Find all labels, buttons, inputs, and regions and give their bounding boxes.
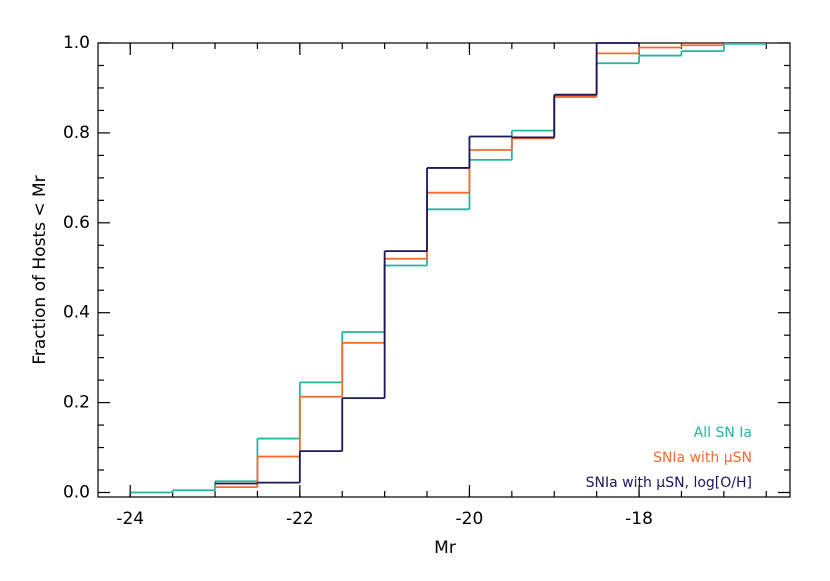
y-axis-label: Fraction of Hosts < Mr bbox=[30, 175, 50, 364]
legend-entry: SNIa with μSN, log[O/H] bbox=[586, 475, 752, 491]
x-tick-label: -18 bbox=[625, 509, 653, 529]
legend-entry: SNIa with μSN bbox=[653, 450, 752, 466]
legend-entry: All SN Ia bbox=[694, 425, 752, 441]
y-tick-label: 0.6 bbox=[63, 213, 90, 233]
y-tick-label: 0.4 bbox=[63, 303, 90, 323]
x-axis-label: Mr bbox=[434, 538, 456, 558]
y-tick-label: 0.0 bbox=[63, 483, 90, 503]
y-tick-label: 0.2 bbox=[63, 393, 90, 413]
x-tick-label: -20 bbox=[456, 509, 484, 529]
y-tick-label: 1.0 bbox=[63, 33, 90, 53]
plot-frame bbox=[97, 42, 791, 498]
x-tick-label: -24 bbox=[116, 509, 144, 529]
x-tick-label: -22 bbox=[286, 509, 314, 529]
y-tick-label: 0.8 bbox=[63, 123, 90, 143]
